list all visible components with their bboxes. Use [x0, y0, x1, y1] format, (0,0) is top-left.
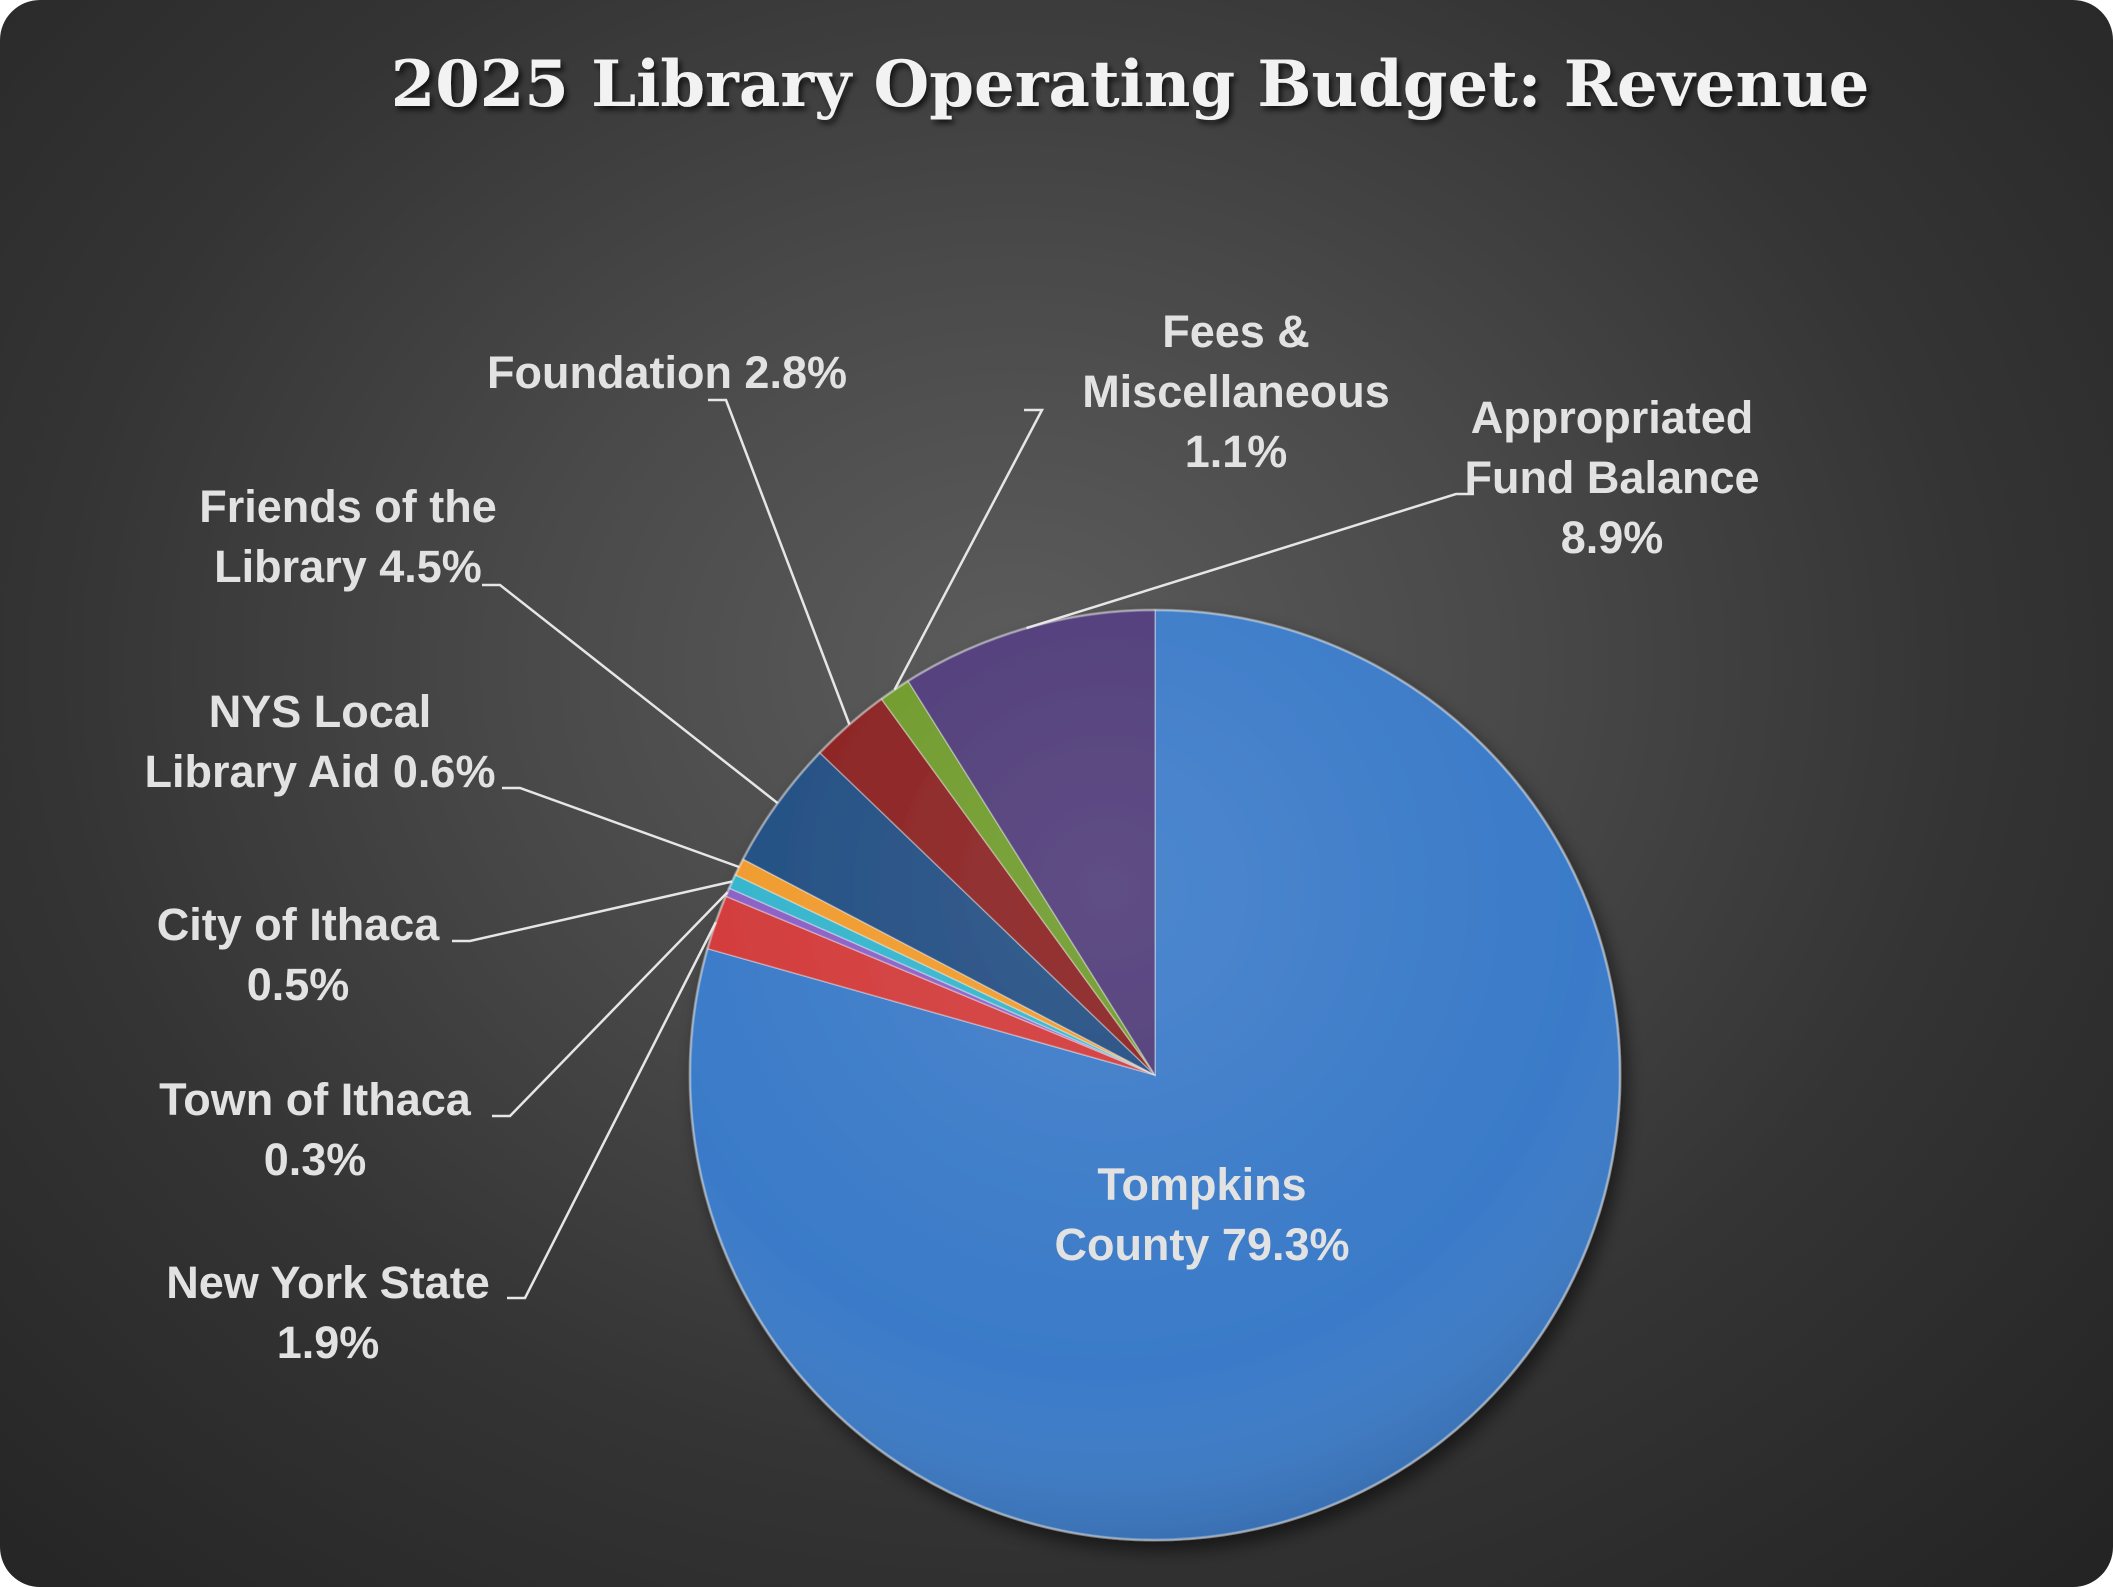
slice-label-line: Fund Balance	[1464, 452, 1759, 503]
slice-label-foundation: Foundation 2.8%	[487, 347, 847, 398]
slice-label-city-of-ithaca: City of Ithaca 0.5%	[157, 899, 441, 1010]
slice-label-line: 0.5%	[247, 959, 350, 1010]
slice-label-line: 1.1%	[1185, 426, 1288, 477]
slice-label-line: Friends of the	[199, 481, 497, 532]
slice-label-line: Fees &	[1162, 306, 1310, 357]
leader-line-town-of-ithaca	[492, 891, 729, 1118]
slice-label-line: 1.9%	[277, 1317, 380, 1368]
slice-label-line: County 79.3%	[1054, 1219, 1349, 1270]
slice-labels: Tompkins County 79.3% New York State 1.9% To…	[145, 306, 1760, 1368]
slice-label-line: City of Ithaca	[157, 899, 441, 950]
leader-line-new-york-state	[507, 921, 717, 1300]
slice-label-friends-of-the-library: Friends of the Library 4.5%	[199, 481, 497, 592]
slice-label-line: 8.9%	[1561, 512, 1664, 563]
slice-label-appropriated-fund-balance: Appropriated Fund Balance 8.9%	[1464, 392, 1759, 563]
slice-label-line: Town of Ithaca	[159, 1074, 472, 1125]
pie-slices	[688, 608, 1622, 1542]
slice-label-nys-local-library-aid: NYS Local Library Aid 0.6%	[145, 686, 496, 797]
slice-label-town-of-ithaca: Town of Ithaca 0.3%	[159, 1074, 472, 1185]
slice-label-line: Library 4.5%	[214, 541, 482, 592]
slice-label-line: Miscellaneous	[1082, 366, 1390, 417]
leader-line-nys-local-library-aid	[502, 786, 740, 869]
leader-line-foundation	[708, 398, 851, 725]
leader-line-appropriated-fund-balance	[1026, 492, 1474, 630]
slice-label-line: NYS Local	[209, 686, 432, 737]
leader-lines	[452, 398, 1474, 1300]
slice-label-line: Foundation 2.8%	[487, 347, 847, 398]
chart-title: 2025 Library Operating Budget: Revenue	[391, 47, 1870, 122]
leader-line-city-of-ithaca	[452, 880, 733, 943]
slice-label-line: Tompkins	[1097, 1159, 1306, 1210]
slice-label-fees-and-miscellaneous: Fees & Miscellaneous 1.1%	[1082, 306, 1390, 477]
slice-label-line: 0.3%	[264, 1134, 367, 1185]
slice-label-new-york-state: New York State 1.9%	[166, 1257, 489, 1368]
slice-label-line: Appropriated	[1471, 392, 1754, 443]
leader-line-friends-of-the-library	[482, 583, 779, 805]
slice-label-tompkins-county: Tompkins County 79.3%	[1054, 1159, 1349, 1270]
pie-sheen	[688, 608, 1622, 1542]
slice-label-line: New York State	[166, 1257, 489, 1308]
slice-label-line: Library Aid 0.6%	[145, 746, 496, 797]
leader-line-fees-and-miscellaneous	[893, 408, 1045, 691]
